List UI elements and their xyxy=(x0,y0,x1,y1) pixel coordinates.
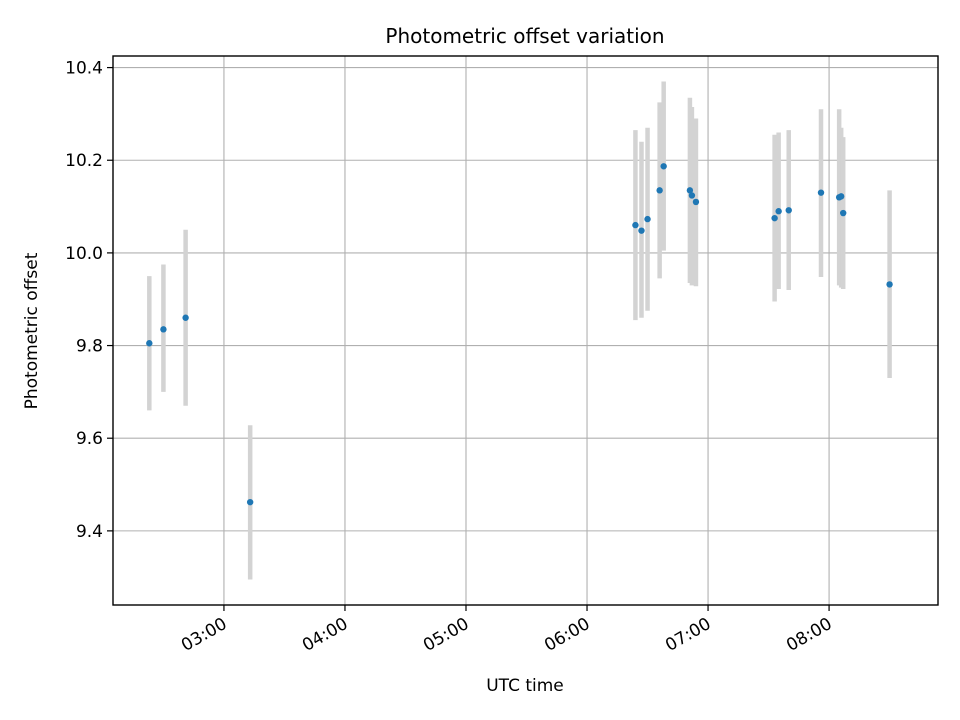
data-point xyxy=(886,281,893,288)
data-point xyxy=(660,163,667,170)
data-point xyxy=(785,207,792,214)
y-tick-label: 10.2 xyxy=(65,151,103,171)
data-points xyxy=(146,163,893,506)
plot-area-frame xyxy=(112,55,939,606)
data-point xyxy=(182,314,189,321)
y-tick-label: 10.0 xyxy=(65,244,103,264)
y-tick-label: 9.8 xyxy=(76,337,103,357)
chart-title: Photometric offset variation xyxy=(385,24,664,48)
data-point xyxy=(837,193,845,200)
data-point xyxy=(817,189,825,196)
data-point xyxy=(686,187,694,194)
data-point xyxy=(775,208,782,215)
y-tick-label: 10.4 xyxy=(65,59,103,79)
data-point xyxy=(246,498,254,506)
data-point xyxy=(688,192,696,199)
x-axis-label: UTC time xyxy=(486,676,564,696)
data-point xyxy=(656,187,663,194)
data-point xyxy=(839,209,847,217)
data-point xyxy=(771,214,778,222)
data-point xyxy=(638,227,645,234)
data-point xyxy=(644,215,651,223)
y-axis-label: Photometric offset xyxy=(22,252,42,409)
data-point xyxy=(692,198,700,206)
y-tick-label: 9.4 xyxy=(76,522,103,542)
data-point xyxy=(632,221,639,229)
data-point xyxy=(160,326,167,333)
y-tick-label: 9.6 xyxy=(76,429,103,449)
y-axis: 9.4 9.6 9.8 10.0 10.2 10.4 xyxy=(65,59,113,542)
data-point xyxy=(146,340,153,347)
